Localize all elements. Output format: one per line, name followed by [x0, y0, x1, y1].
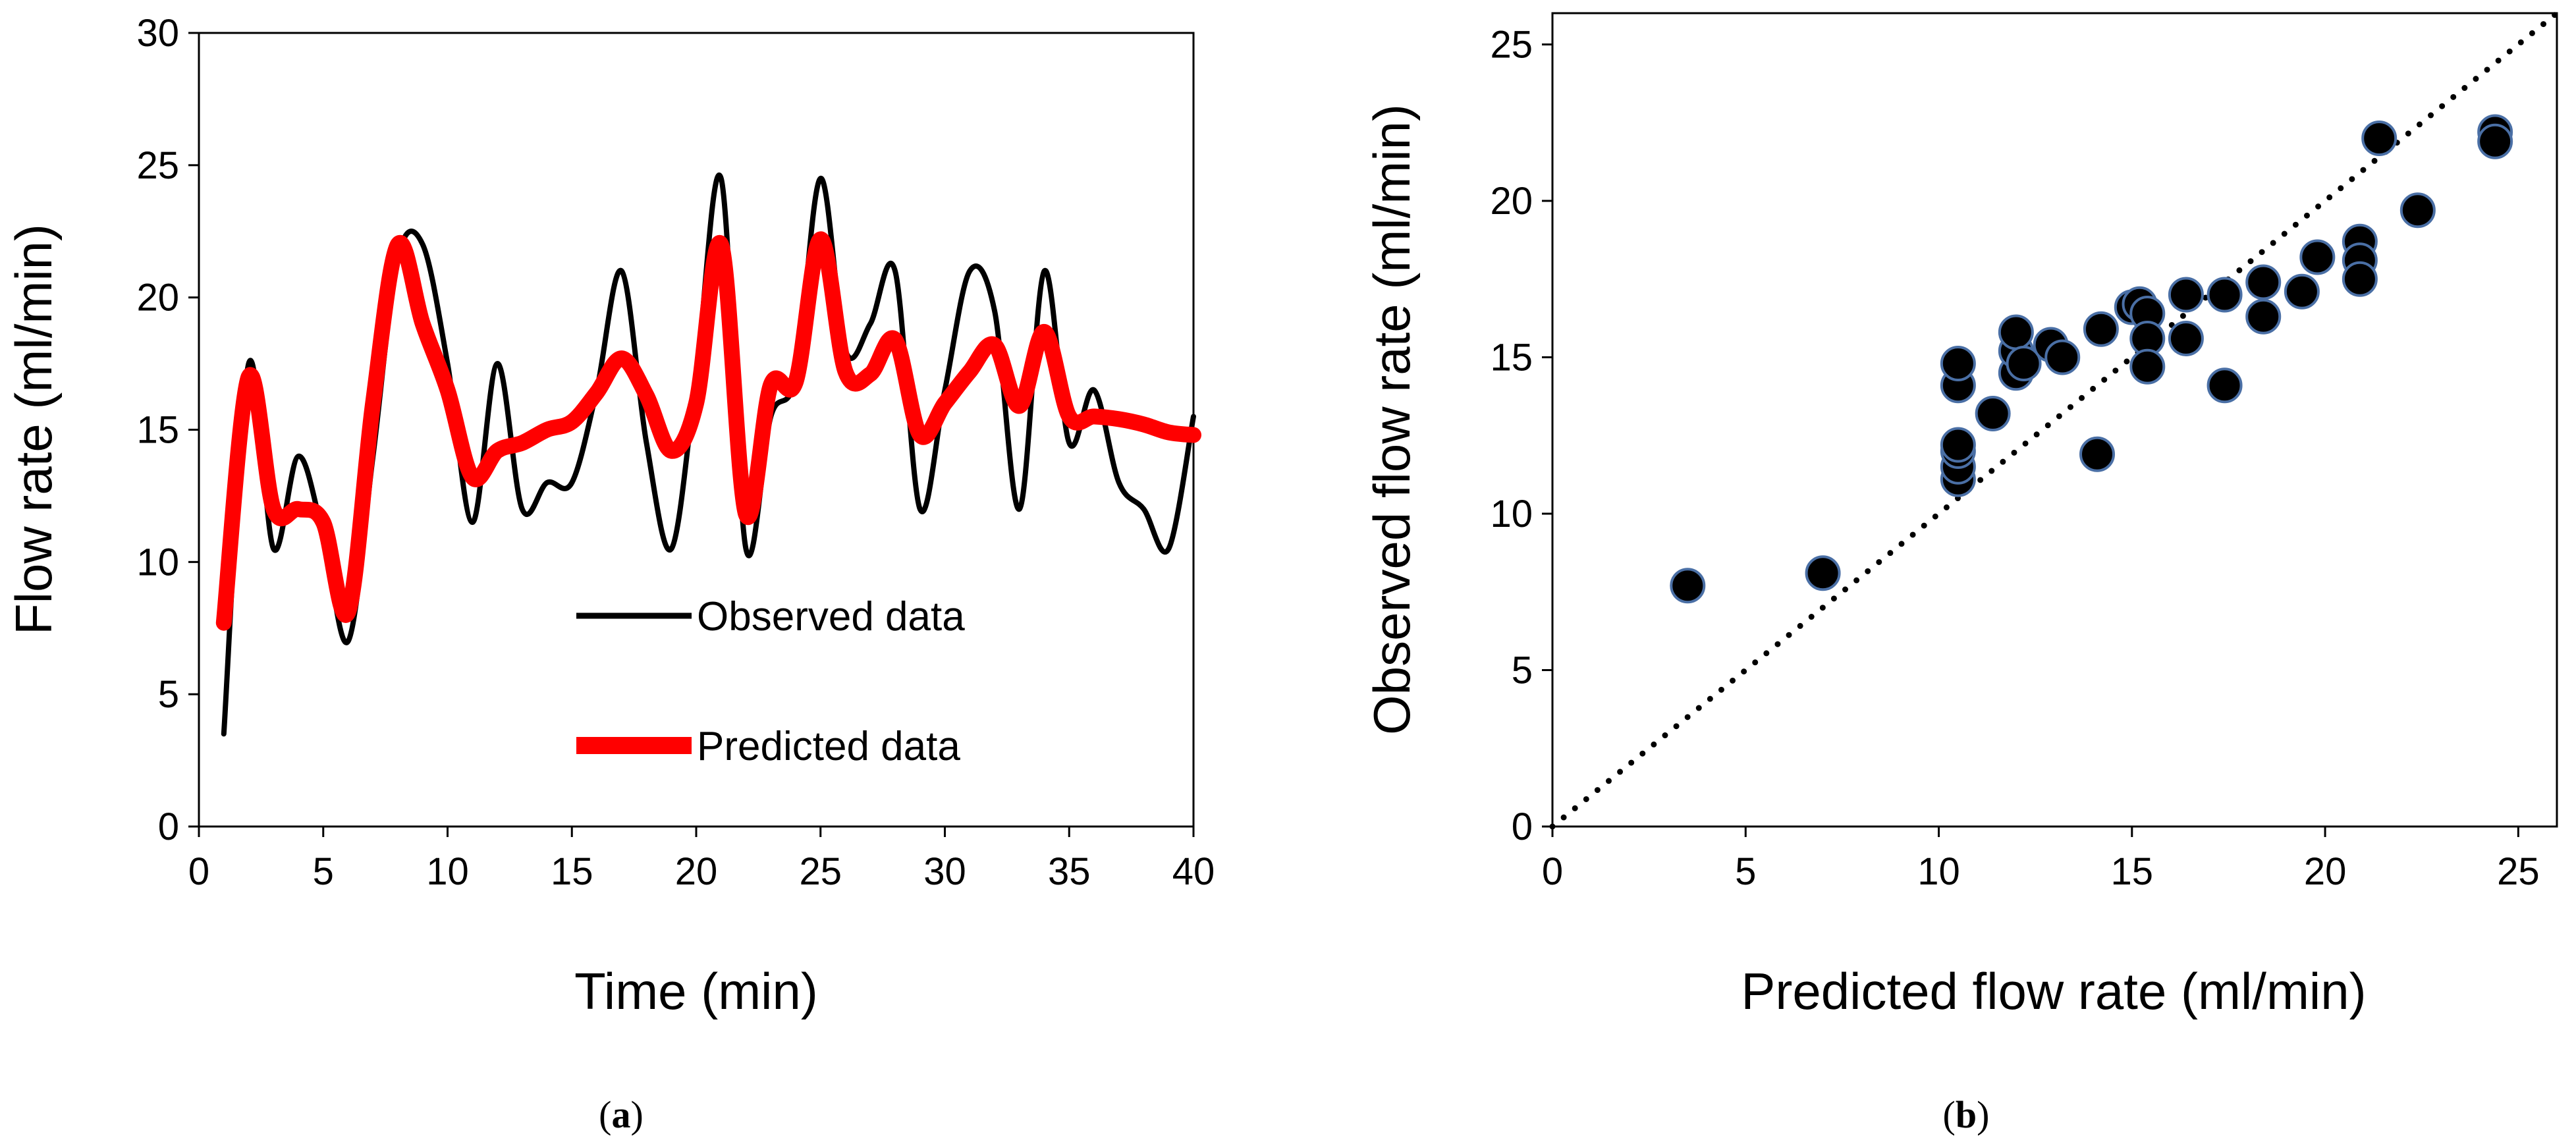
panel-a-x-ticks: 0 5 10 15 20 25 30 35 40 — [188, 827, 1215, 893]
panel-a-x-axis-label: Time (min) — [574, 962, 818, 1020]
y-tick-label: 5 — [1512, 649, 1533, 692]
y-tick-label: 10 — [136, 541, 179, 584]
scatter-point — [2477, 123, 2513, 159]
x-tick-label: 15 — [2111, 850, 2154, 893]
x-tick-label: 20 — [675, 850, 718, 893]
scatter-point — [1670, 568, 1706, 604]
scatter-point — [2168, 321, 2204, 356]
x-tick-label: 0 — [188, 850, 209, 893]
y-tick-label: 0 — [1512, 805, 1533, 848]
panel-b-points — [1670, 114, 2513, 604]
x-tick-label: 0 — [1542, 850, 1563, 893]
panel-a-line-chart: 0 5 10 15 20 25 30 0 5 10 15 20 25 30 35 40 Observed d… — [5, 12, 1215, 1136]
scatter-point — [2168, 277, 2204, 313]
scatter-point — [2399, 192, 2436, 229]
panel-b-y-axis-label: Observed flow rate (ml/min) — [1363, 104, 1421, 735]
scatter-point — [2245, 264, 2282, 300]
scatter-point — [2083, 311, 2119, 347]
scatter-point — [1940, 427, 1976, 463]
panel-b-reference-line — [1549, 10, 2560, 830]
scatter-point — [2079, 436, 2116, 472]
y-tick-label: 15 — [136, 409, 179, 452]
scatter-point — [2284, 273, 2320, 310]
panel-a-series — [215, 173, 1201, 737]
series-line-predicted — [215, 231, 1201, 631]
y-tick-label: 20 — [1490, 180, 1533, 223]
x-tick-label: 5 — [1735, 850, 1756, 893]
x-tick-label: 15 — [551, 850, 593, 893]
y-tick-label: 5 — [158, 673, 179, 716]
scatter-point — [1998, 314, 2034, 350]
scatter-point — [2299, 239, 2336, 275]
scatter-point — [2342, 261, 2378, 297]
panel-b-x-ticks: 0 5 10 15 20 25 — [1542, 827, 2540, 893]
scatter-point — [2044, 339, 2081, 375]
panel-b-scatter-chart: 0 5 10 15 20 25 0 5 10 15 20 25 Predicted flow rat… — [1363, 10, 2560, 1136]
x-tick-label: 5 — [313, 850, 334, 893]
x-tick-label: 20 — [2304, 850, 2347, 893]
panel-a-y-axis-label: Flow rate (ml/min) — [5, 224, 63, 635]
y-tick-label: 10 — [1490, 493, 1533, 535]
legend-label-observed: Observed data — [697, 594, 965, 639]
x-tick-label: 25 — [799, 850, 842, 893]
reference-line-1to1 — [1549, 10, 2560, 830]
panel-b-plot-frame — [1551, 12, 2558, 828]
panel-b-x-axis-label: Predicted flow rate (ml/min) — [1741, 962, 2366, 1020]
y-tick-label: 0 — [158, 805, 179, 848]
scatter-point — [1805, 555, 1841, 591]
y-tick-label: 20 — [136, 277, 179, 319]
legend-label-predicted: Predicted data — [697, 724, 960, 769]
scatter-point — [2361, 121, 2398, 156]
x-tick-label: 35 — [1048, 850, 1091, 893]
scatter-point — [1940, 346, 1976, 381]
panel-b-y-ticks: 0 5 10 15 20 25 — [1490, 24, 1552, 848]
scatter-point — [2129, 348, 2166, 385]
scatter-point — [1975, 396, 2011, 431]
panel-a-caption: (a) — [599, 1093, 644, 1136]
x-tick-label: 40 — [1172, 850, 1215, 893]
y-tick-label: 30 — [136, 12, 179, 55]
scatter-point — [2006, 346, 2042, 381]
x-tick-label: 25 — [2497, 850, 2540, 893]
scatter-point — [2206, 277, 2243, 313]
panel-b-caption: (b) — [1943, 1093, 1990, 1136]
y-tick-label: 25 — [1490, 24, 1533, 67]
x-tick-label: 10 — [426, 850, 469, 893]
y-tick-label: 25 — [136, 144, 179, 187]
y-tick-label: 15 — [1490, 337, 1533, 379]
scatter-point — [2206, 367, 2243, 404]
panel-a-legend: Observed data Predicted data — [576, 594, 965, 769]
panel-a-y-ticks: 0 5 10 15 20 25 30 — [136, 12, 199, 848]
x-tick-label: 10 — [1917, 850, 1960, 893]
x-tick-label: 30 — [923, 850, 966, 893]
scatter-point — [2245, 298, 2282, 335]
